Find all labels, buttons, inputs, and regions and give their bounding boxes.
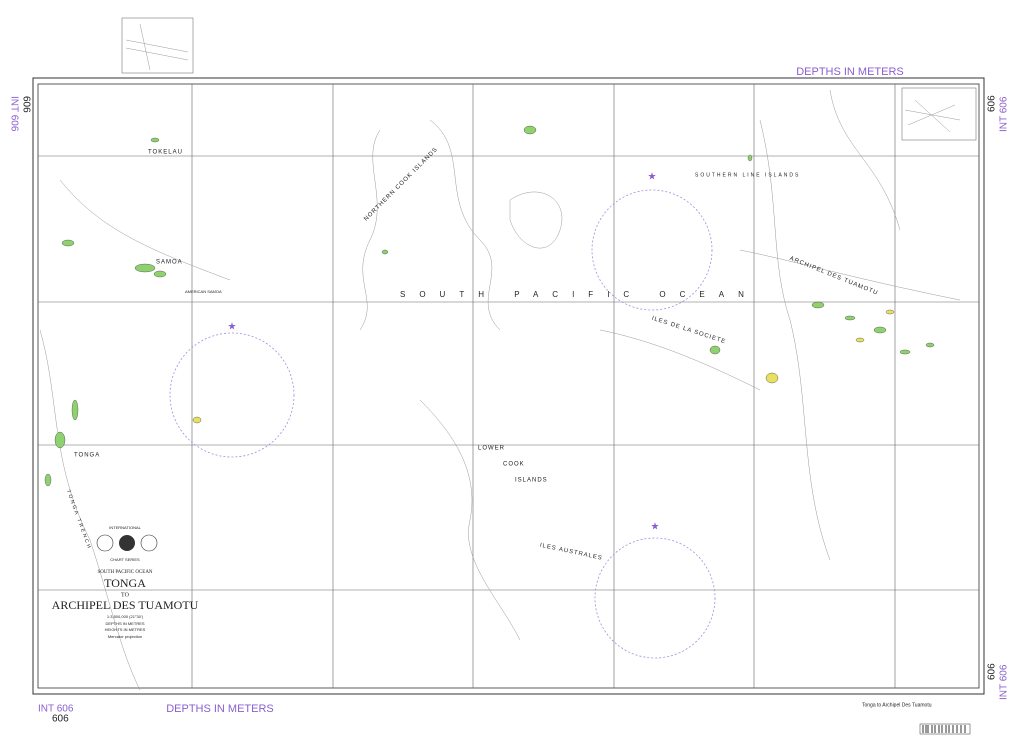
place-label: ISLANDS: [515, 478, 548, 484]
title-block: INTERNATIONAL CHART SERIES SOUTH PACIFIC…: [52, 525, 199, 639]
chart-number: INT 606: [8, 96, 19, 132]
ocean-label: SOUTH PACIFIC OCEAN: [400, 290, 758, 299]
place-label: LOWER: [478, 446, 505, 452]
place-label: SAMOA: [156, 260, 183, 266]
chart-number: INT 606: [38, 704, 74, 715]
title-line: Mercator projection: [108, 634, 142, 639]
chart-number: INT 606: [999, 664, 1010, 700]
barcode-bars: [922, 725, 966, 733]
title-line: TO: [121, 592, 130, 598]
svg-text:★: ★: [228, 322, 237, 333]
index-lines: [904, 99, 961, 133]
graticule: [38, 84, 979, 688]
chart-number: 606: [987, 95, 998, 112]
place-label: NORTHERN COOK ISLANDS: [363, 146, 439, 222]
title-main: ARCHIPEL DES TUAMOTU: [52, 598, 199, 612]
place-label: TONGA: [74, 453, 100, 459]
compass-roses: ★ ★ ★: [169, 172, 716, 659]
islands: [44, 125, 935, 487]
title-line: CHART SERIES: [110, 557, 140, 562]
title-line: INTERNATIONAL: [109, 525, 141, 530]
place-label: TONGA TRENCH: [65, 489, 92, 551]
emblem: [96, 534, 114, 552]
svg-text:★: ★: [651, 522, 660, 533]
place-label: ILES AUSTRALES: [539, 543, 603, 562]
chart-number: INT 606: [999, 96, 1010, 132]
place-label: AMERICAN SAMOA: [185, 289, 222, 294]
index-inset: [901, 87, 977, 141]
place-label: ILES DE LA SOCIETE: [651, 316, 727, 346]
chart-number: 606: [20, 96, 31, 113]
title-line: HEIGHTS IN METRES: [105, 627, 146, 632]
barcode: [919, 723, 971, 735]
title-line: SOUTH PACIFIC OCEAN: [97, 570, 152, 575]
outer-frame: [32, 77, 985, 695]
footer-caption: Tonga to Archipel Des Tuamotu: [862, 702, 932, 708]
emblem: [119, 535, 135, 551]
title-main: TONGA: [104, 576, 146, 590]
title-line: 1:3,500,000 (21°30'): [107, 614, 144, 619]
depth-units: DEPTHS IN METERS: [796, 66, 904, 78]
chart-number: 606: [987, 663, 998, 680]
inner-frame: [37, 83, 980, 689]
place-label: ARCHIPEL DES TUAMOTU: [789, 256, 879, 297]
place-label: SOUTHERN LINE ISLANDS: [695, 172, 800, 178]
title-line: DEPTHS IN METRES: [105, 621, 144, 626]
svg-text:★: ★: [648, 172, 657, 183]
inset-lines: [125, 23, 189, 71]
place-label: COOK: [503, 462, 525, 468]
depth-units: DEPTHS IN METERS: [166, 703, 274, 715]
chart-number: 606: [52, 714, 69, 725]
inset-map: [121, 17, 194, 74]
depth-contours: [39, 89, 961, 691]
place-label: TOKELAU: [148, 150, 183, 156]
emblem: [140, 534, 158, 552]
